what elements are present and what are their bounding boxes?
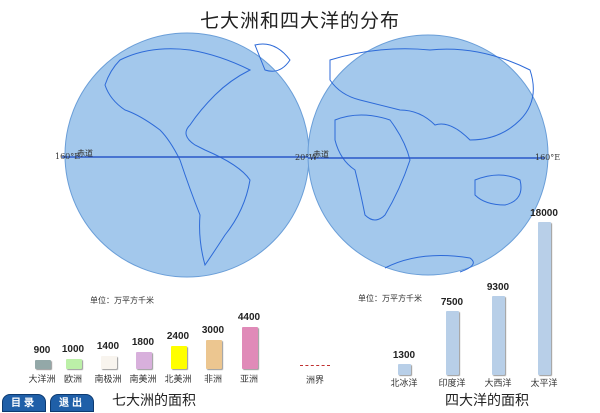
ocean-bar — [398, 363, 411, 375]
continent-label: 南美洲 — [129, 375, 157, 385]
continent-value: 2400 — [166, 331, 190, 343]
ocean-value: 9300 — [486, 281, 510, 293]
continent-bar — [206, 340, 222, 369]
continent-value: 1800 — [131, 336, 155, 348]
continent-bar — [242, 327, 258, 369]
continent-value: 4400 — [237, 312, 261, 323]
continents-title: 七大洲的面积 — [112, 393, 196, 409]
right-equator-label: 赤道 — [313, 150, 329, 159]
left-equator-label: 赤道 — [77, 149, 93, 158]
oceans-title: 四大洋的面积 — [445, 393, 529, 409]
page-title: 七大洲和四大洋的分布 — [199, 10, 400, 32]
continents-unit: 单位：万平方千米 — [90, 296, 154, 305]
continent-bar — [35, 360, 51, 369]
continent-label: 大洋洲 — [28, 375, 56, 385]
continent-bar — [136, 351, 152, 369]
boundary-legend-icon — [300, 365, 330, 368]
ocean-bar — [538, 222, 551, 375]
western-hemisphere — [64, 32, 310, 278]
exit-button[interactable]: 退出 — [50, 394, 94, 412]
eastern-hemisphere — [307, 34, 549, 276]
ocean-value: 1300 — [392, 349, 416, 361]
continent-bar — [66, 359, 82, 369]
continent-bar — [101, 355, 117, 369]
continent-label: 非洲 — [203, 375, 222, 385]
left-longitude-label: 160°E — [55, 152, 81, 161]
continent-label: 南极洲 — [94, 375, 122, 385]
oceans-unit: 单位：万平方千米 — [358, 294, 422, 303]
ocean-value: 7500 — [440, 297, 464, 309]
ocean-label: 大西洋 — [484, 379, 512, 389]
continent-label: 北美洲 — [164, 375, 192, 385]
continent-value: 900 — [33, 345, 51, 357]
right-longitude-label: 160°E — [535, 153, 561, 162]
continent-label: 亚洲 — [239, 375, 258, 385]
ocean-value: 18000 — [530, 208, 558, 219]
ocean-label: 印度洋 — [438, 379, 466, 389]
continent-value: 3000 — [201, 325, 225, 337]
ocean-label: 太平洋 — [530, 379, 558, 389]
continent-bar — [171, 346, 187, 369]
ocean-bar — [446, 311, 459, 375]
menu-button[interactable]: 目录 — [2, 394, 46, 412]
continent-label: 欧洲 — [63, 375, 82, 385]
continent-value: 1000 — [61, 344, 85, 356]
boundary-legend-label: 洲界 — [305, 376, 324, 386]
continent-value: 1400 — [96, 340, 120, 352]
ocean-label: 北冰洋 — [390, 379, 418, 389]
center-longitude-label: 20°W — [295, 153, 318, 162]
ocean-bar — [492, 295, 505, 375]
world-map — [62, 32, 549, 278]
